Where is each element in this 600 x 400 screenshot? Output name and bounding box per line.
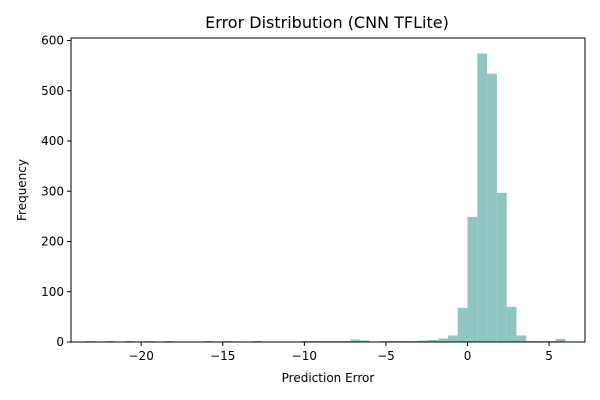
- x-axis-label: Prediction Error: [282, 371, 375, 385]
- chart-title: Error Distribution (CNN TFLite): [205, 13, 449, 32]
- x-tick-label: −20: [129, 349, 154, 363]
- y-tick-label: 200: [41, 235, 64, 249]
- x-tick-label: 0: [464, 349, 472, 363]
- y-axis-label: Frequency: [15, 159, 29, 221]
- plot-frame: [70, 37, 586, 343]
- x-tick-label: −10: [292, 349, 317, 363]
- y-tick-label: 300: [41, 184, 64, 198]
- histogram-bar: [457, 307, 468, 342]
- histogram-bar: [526, 340, 537, 342]
- x-axis-ticks: −20 −15 −10 −5 0 5: [129, 342, 553, 363]
- histogram-bar: [555, 338, 566, 342]
- y-tick-label: 600: [41, 34, 64, 48]
- histogram-bar: [545, 340, 556, 342]
- histogram-bar: [496, 192, 507, 342]
- y-tick-label: 100: [41, 285, 64, 299]
- histogram-bar: [467, 216, 478, 342]
- histogram-bar: [438, 338, 448, 342]
- histogram-bar: [359, 340, 370, 342]
- histogram-bar: [418, 340, 429, 342]
- bars-group: [85, 53, 566, 343]
- y-tick-label: 400: [41, 134, 64, 148]
- histogram-bar: [487, 73, 497, 343]
- histogram-bar: [408, 340, 419, 342]
- histogram-bar: [447, 335, 458, 342]
- x-tick-label: 5: [545, 349, 553, 363]
- y-tick-label: 500: [41, 84, 64, 98]
- histogram-bar: [350, 339, 360, 342]
- x-tick-label: −5: [377, 349, 395, 363]
- histogram-bar: [428, 339, 439, 342]
- histogram-bar: [506, 306, 517, 342]
- y-tick-label: 0: [56, 335, 64, 349]
- x-tick-label: −15: [210, 349, 235, 363]
- y-axis-ticks: 0 100 200 300 400 500 600: [41, 34, 71, 349]
- histogram-bar: [516, 335, 527, 342]
- histogram-bar: [477, 53, 488, 343]
